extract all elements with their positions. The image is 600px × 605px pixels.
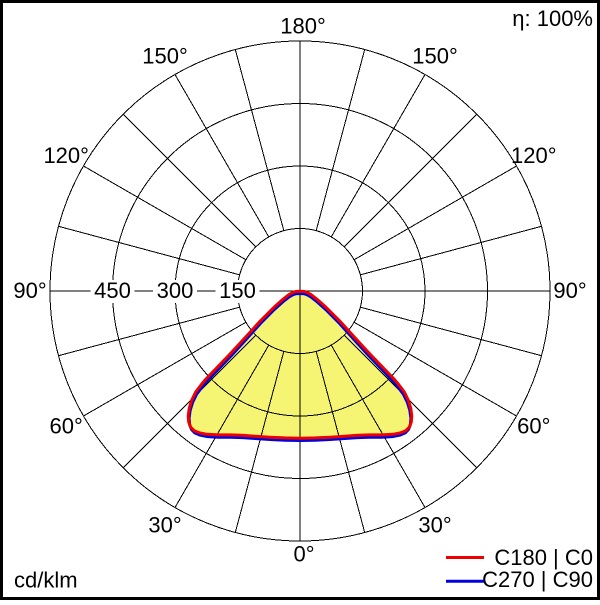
svg-text:cd/klm: cd/klm — [14, 568, 78, 593]
svg-text:150: 150 — [219, 278, 256, 303]
svg-text:90°: 90° — [553, 278, 586, 303]
svg-text:150°: 150° — [142, 44, 188, 69]
svg-text:C270 | C90: C270 | C90 — [482, 567, 593, 592]
svg-text:90°: 90° — [13, 278, 46, 303]
svg-text:60°: 60° — [517, 414, 550, 439]
svg-text:30°: 30° — [418, 512, 451, 537]
svg-text:150°: 150° — [412, 44, 458, 69]
svg-text:300: 300 — [157, 278, 194, 303]
svg-text:60°: 60° — [50, 414, 83, 439]
svg-text:120°: 120° — [43, 143, 89, 168]
svg-text:180°: 180° — [280, 14, 326, 39]
svg-text:30°: 30° — [148, 512, 181, 537]
svg-text:η: 100%: η: 100% — [512, 6, 593, 31]
svg-text:C180 | C0: C180 | C0 — [494, 545, 593, 570]
svg-text:450: 450 — [94, 278, 131, 303]
svg-text:120°: 120° — [511, 143, 557, 168]
svg-text:0°: 0° — [293, 542, 314, 567]
